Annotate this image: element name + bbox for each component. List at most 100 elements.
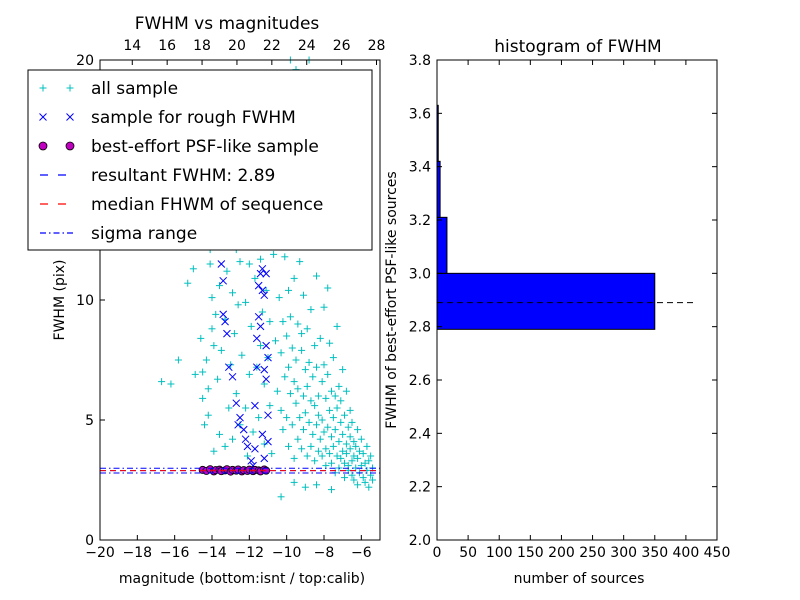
x-b bbox=[252, 334, 261, 343]
all-sample-point bbox=[299, 291, 307, 299]
x-tick-label: −10 bbox=[272, 545, 302, 561]
all-sample-point bbox=[337, 454, 345, 462]
rough-sample-point bbox=[241, 435, 250, 444]
x-b bbox=[254, 312, 263, 321]
all-sample-point bbox=[367, 452, 375, 460]
histogram-axes: 0 50 100 150 200 250 300 350 400 450 2.0 2.2 2.4 2.6 2… bbox=[409, 53, 731, 561]
x-b bbox=[234, 420, 242, 429]
all-sample-point bbox=[234, 301, 242, 309]
all-sample-point bbox=[255, 414, 263, 422]
all-sample-point bbox=[242, 404, 250, 412]
all-sample-point bbox=[238, 351, 246, 359]
all-sample-point bbox=[257, 342, 265, 350]
all-sample-point bbox=[217, 346, 225, 354]
hist-x-tick-label: 250 bbox=[579, 545, 606, 561]
all-sample-point bbox=[341, 474, 349, 482]
legend-label: sigma range bbox=[91, 224, 197, 244]
histogram-title: histogram of FWHM bbox=[494, 37, 661, 57]
all-sample-point bbox=[326, 339, 334, 347]
scatter-y-label: FWHM (pix) bbox=[52, 260, 68, 341]
rough-sample-point bbox=[260, 365, 269, 374]
rough-sample-point bbox=[254, 312, 263, 321]
y-tick-label: 20 bbox=[76, 53, 94, 69]
all-sample-point bbox=[309, 373, 317, 381]
x-b bbox=[258, 264, 267, 273]
x-b bbox=[241, 435, 250, 444]
all-sample-point bbox=[286, 390, 294, 398]
all-sample-point bbox=[303, 325, 311, 333]
all-sample-point bbox=[344, 423, 352, 431]
all-sample-point bbox=[290, 454, 298, 462]
all-sample-point bbox=[307, 442, 315, 450]
x-b bbox=[262, 269, 270, 278]
hist-y-tick-label: 3.2 bbox=[409, 213, 431, 229]
scatter-legend: all sample sample for rough FWHM best-effo… bbox=[27, 69, 373, 251]
all-sample-point bbox=[210, 447, 218, 455]
all-sample-point bbox=[283, 414, 291, 422]
hist-y-tick-label: 3.0 bbox=[409, 266, 431, 282]
all-sample-point bbox=[348, 457, 356, 465]
x-tick-label: −18 bbox=[123, 545, 153, 561]
x-b bbox=[260, 365, 269, 374]
all-sample-point bbox=[210, 342, 218, 350]
x-b bbox=[221, 317, 229, 326]
all-sample-point bbox=[365, 457, 373, 465]
histogram-frame bbox=[436, 59, 718, 541]
all-sample-point bbox=[303, 452, 311, 460]
all-sample-point bbox=[243, 452, 251, 460]
rough-sample-point bbox=[260, 291, 269, 300]
all-sample-point bbox=[324, 423, 332, 431]
legend-label: median FHWM of sequence bbox=[91, 195, 323, 215]
all-sample-point bbox=[189, 265, 197, 273]
rough-sample-point bbox=[219, 310, 228, 319]
all-sample-point bbox=[251, 274, 259, 282]
all-sample-point bbox=[214, 375, 222, 383]
all-sample-point bbox=[215, 430, 223, 438]
all-sample-point bbox=[313, 272, 321, 280]
all-sample-point bbox=[305, 418, 313, 426]
x-b bbox=[239, 425, 248, 434]
all-sample-point bbox=[225, 404, 233, 412]
all-sample-point bbox=[354, 426, 362, 434]
x-b bbox=[258, 430, 267, 439]
x-tick-label: −8 bbox=[314, 545, 335, 561]
x-b bbox=[236, 413, 244, 422]
all-sample-point bbox=[322, 445, 330, 453]
all-sample-point bbox=[223, 267, 231, 275]
all-sample-point bbox=[290, 378, 298, 386]
all-sample-point bbox=[204, 385, 212, 393]
all-sample-point bbox=[236, 258, 244, 266]
all-sample-point bbox=[266, 402, 274, 410]
legend-dot bbox=[38, 141, 48, 151]
all-sample-point bbox=[333, 404, 341, 412]
x-b bbox=[251, 401, 259, 410]
all-sample-point bbox=[348, 418, 356, 426]
top-x-tick-label: 26 bbox=[333, 38, 351, 54]
scatter-title: FWHM vs magnitudes bbox=[135, 14, 320, 34]
all-sample-point bbox=[298, 445, 306, 453]
rough-sample-point bbox=[217, 260, 226, 268]
all-sample-point bbox=[275, 294, 283, 302]
all-sample-point bbox=[307, 306, 315, 314]
legend-entry: best-effort PSF-like sample bbox=[38, 137, 319, 157]
scatter-axes: −20 −18 −16 −14 −12 −10 −8 −6 14 16 18 20 22 24 26 28 0 5… bbox=[76, 38, 385, 561]
rough-sample-point bbox=[247, 456, 256, 465]
all-sample-point bbox=[249, 428, 257, 436]
rough-sample-point bbox=[228, 372, 237, 381]
series-1 bbox=[215, 219, 272, 470]
legend-label: sample for rough FWHM bbox=[91, 108, 296, 128]
rough-sample-point bbox=[258, 430, 267, 439]
all-sample-point bbox=[311, 402, 319, 410]
all-sample-point bbox=[352, 442, 360, 450]
legend-entry: all sample bbox=[39, 79, 178, 99]
legend-box bbox=[27, 69, 373, 251]
hist-x-tick-label: 400 bbox=[673, 545, 700, 561]
top-x-tick-label: 18 bbox=[193, 38, 211, 54]
all-sample-point bbox=[215, 282, 223, 290]
all-sample-point bbox=[342, 387, 350, 395]
all-sample-point bbox=[318, 378, 326, 386]
rough-sample-point bbox=[221, 317, 229, 326]
all-sample-point bbox=[305, 358, 313, 366]
top-x-tick-label: 16 bbox=[158, 38, 176, 54]
x-b bbox=[228, 372, 237, 381]
